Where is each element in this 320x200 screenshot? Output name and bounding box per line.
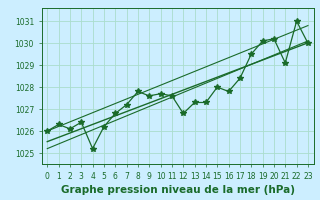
- X-axis label: Graphe pression niveau de la mer (hPa): Graphe pression niveau de la mer (hPa): [60, 185, 295, 195]
